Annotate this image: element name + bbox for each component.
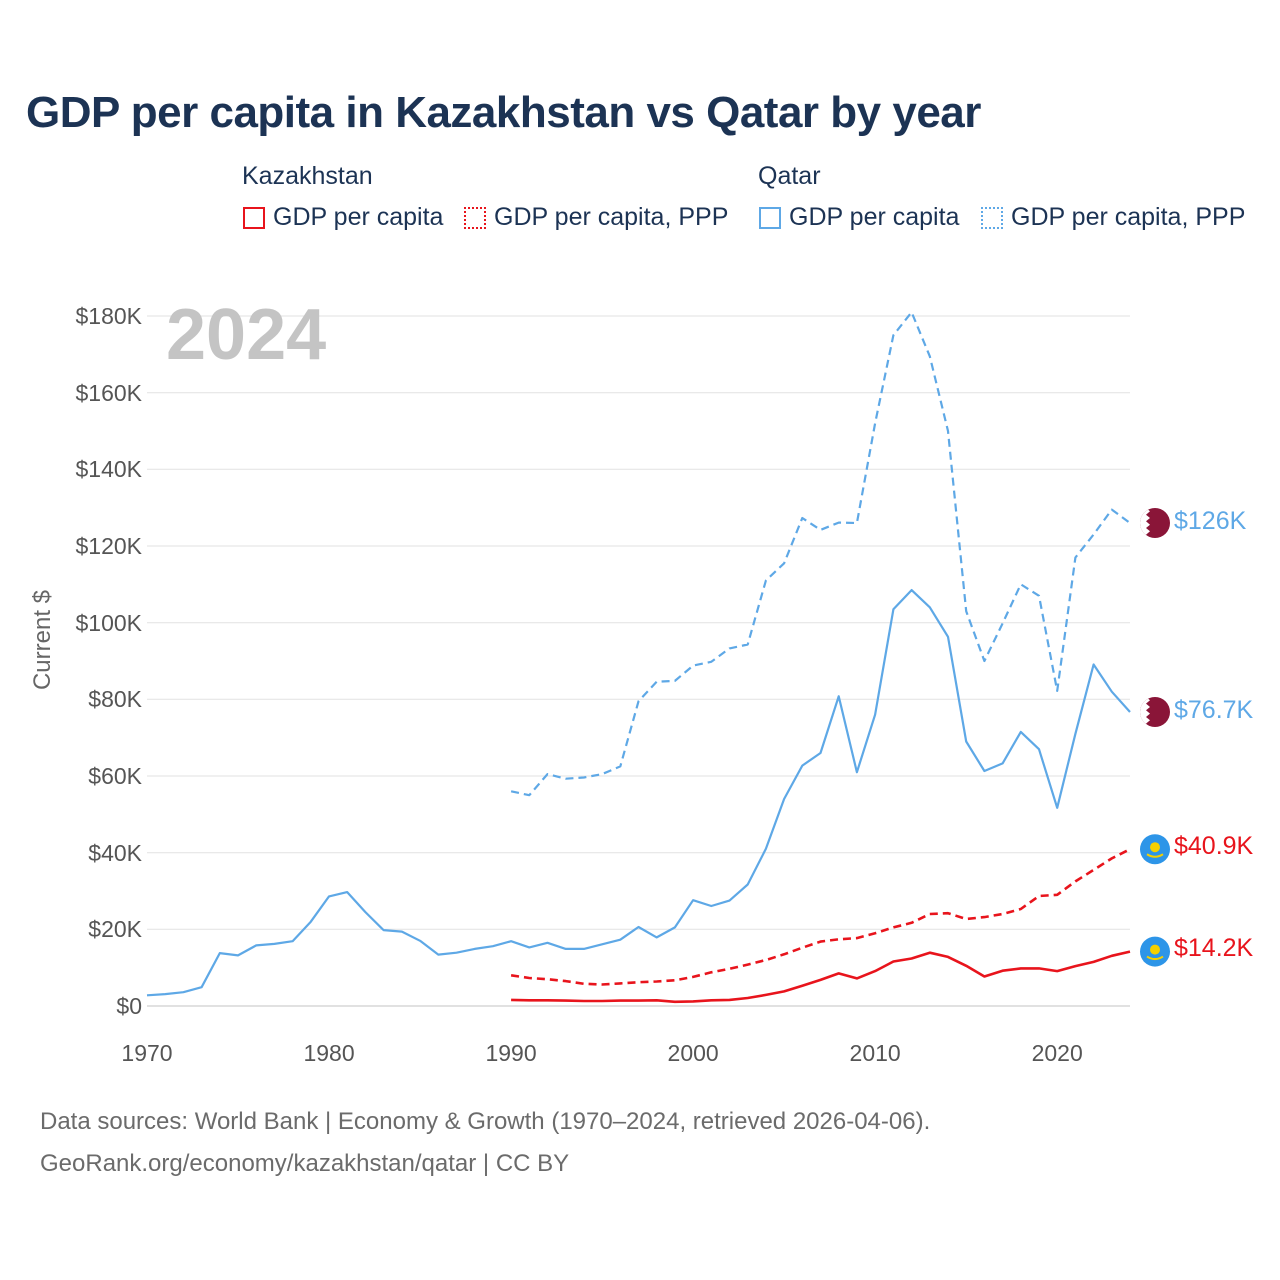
legend-group-qatar: Qatar	[758, 162, 821, 190]
y-tick-label: $80K	[88, 686, 142, 713]
end-label-qatar-gdp: $76.7K	[1174, 696, 1254, 724]
end-markers	[1140, 508, 1170, 967]
year-watermark: 2024	[166, 295, 327, 375]
legend-item-kz-ppp[interactable]: GDP per capita, PPP	[464, 203, 728, 232]
y-tick-label: $160K	[75, 379, 142, 406]
series-line-kazakhstan-gdp-per-capita-ppp	[510, 848, 1131, 986]
qatar-flag-icon	[1140, 696, 1170, 727]
series-line-qatar-gdp-per-capita-ppp	[510, 311, 1131, 797]
x-tick-label: 1980	[303, 1040, 355, 1066]
legend-label-kz-ppp: GDP per capita, PPP	[494, 203, 729, 231]
x-tick-label: 1970	[121, 1040, 173, 1066]
qatar-flag-icon	[1140, 508, 1170, 538]
x-tick-label: 1990	[485, 1040, 537, 1066]
chart-title: GDP per capita in Kazakhstan vs Qatar by…	[26, 88, 981, 137]
legend-swatch-qa-ppp	[981, 206, 1003, 229]
legend-item-qa-ppp[interactable]: GDP per capita, PPP	[981, 203, 1245, 232]
x-tick-label: 2010	[849, 1040, 901, 1066]
series-lines	[146, 311, 1131, 1004]
end-label-qatar-ppp: $126K	[1174, 507, 1247, 535]
legend-label-qa-ppp: GDP per capita, PPP	[1011, 203, 1246, 231]
kazakhstan-flag-icon	[1140, 834, 1170, 865]
legend-swatch-qa-gdp	[759, 206, 781, 229]
legend-label-qa-gdp: GDP per capita	[789, 203, 960, 231]
end-label-kz-gdp: $14.2K	[1174, 934, 1254, 962]
x-tick-label: 2000	[667, 1040, 719, 1066]
series-line-qatar-gdp-per-capita	[146, 588, 1131, 997]
y-tick-label: $0	[116, 993, 142, 1019]
y-tick-label: $60K	[88, 763, 142, 789]
legend-swatch-kz-gdp	[243, 206, 265, 229]
end-label-kz-ppp: $40.9K	[1174, 832, 1254, 860]
kazakhstan-flag-icon	[1140, 936, 1170, 967]
legend-item-qa-gdp[interactable]: GDP per capita	[759, 203, 959, 232]
y-tick-label: $20K	[88, 916, 142, 943]
legend-group-kazakhstan: Kazakhstan	[242, 162, 373, 190]
y-tick-label: $100K	[75, 609, 142, 636]
y-tick-label: $140K	[75, 456, 142, 483]
footer-sources: Data sources: World Bank | Economy & Gro…	[40, 1108, 931, 1135]
y-tick-label: $180K	[75, 303, 142, 329]
y-tick-label: $40K	[88, 839, 142, 866]
series-line-kazakhstan-gdp-per-capita	[511, 950, 1131, 1004]
legend-swatch-kz-ppp	[464, 206, 486, 229]
legend-item-kz-gdp[interactable]: GDP per capita	[243, 203, 443, 232]
x-tick-label: 2020	[1031, 1040, 1083, 1066]
y-tick-label: $120K	[75, 533, 142, 559]
gridlines	[147, 315, 1130, 1007]
footer-credit[interactable]: GeoRank.org/economy/kazakhstan/qatar | C…	[40, 1150, 570, 1177]
legend-label-kz-gdp: GDP per capita	[273, 203, 444, 231]
